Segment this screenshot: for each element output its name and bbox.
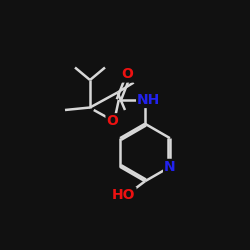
Text: O: O [106, 114, 118, 128]
Text: HO: HO [112, 188, 136, 202]
Text: O: O [122, 68, 134, 82]
Text: N: N [164, 160, 176, 174]
Text: NH: NH [137, 93, 160, 107]
